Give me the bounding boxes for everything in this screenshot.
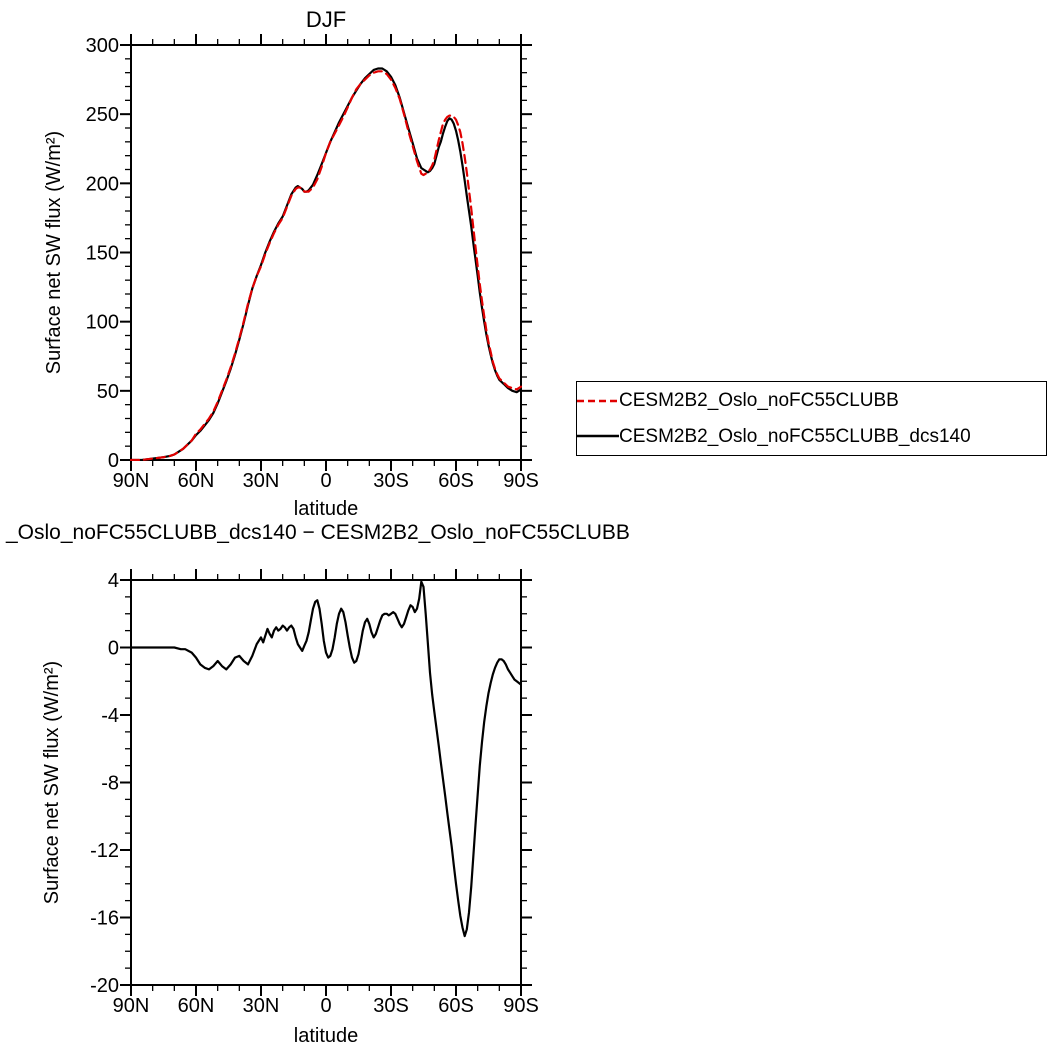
legend-line-black-solid bbox=[577, 435, 619, 438]
legend: CESM2B2_Oslo_noFC55CLUBB CESM2B2_Oslo_no… bbox=[576, 381, 1047, 456]
svg-text:90S: 90S bbox=[503, 995, 539, 1017]
svg-text:90N: 90N bbox=[113, 470, 150, 492]
svg-text:60S: 60S bbox=[438, 995, 474, 1017]
svg-text:200: 200 bbox=[86, 173, 119, 195]
legend-line-red-dashed bbox=[577, 399, 619, 402]
legend-label-nofc55clubb: CESM2B2_Oslo_noFC55CLUBB bbox=[619, 390, 899, 412]
svg-text:250: 250 bbox=[86, 104, 119, 126]
svg-text:100: 100 bbox=[86, 312, 119, 334]
svg-text:0: 0 bbox=[320, 995, 331, 1017]
svg-text:60N: 60N bbox=[178, 470, 215, 492]
svg-text:latitude: latitude bbox=[294, 1025, 359, 1047]
svg-text:0: 0 bbox=[108, 450, 119, 472]
difference-chart-title: _Oslo_noFC55CLUBB_dcs140 − CESM2B2_Oslo_… bbox=[6, 521, 630, 544]
svg-text:DJF: DJF bbox=[306, 7, 346, 32]
svg-text:30S: 30S bbox=[373, 995, 409, 1017]
svg-text:-12: -12 bbox=[90, 840, 119, 862]
difference-line-chart: 90N 60N 30N 0 30S 60S 90S 4 0 -4 -8 -12 -16 -20 latitu… bbox=[41, 569, 539, 1047]
svg-text:-16: -16 bbox=[90, 908, 119, 930]
legend-item-nofc55clubb: CESM2B2_Oslo_noFC55CLUBB bbox=[577, 384, 1046, 418]
svg-text:-4: -4 bbox=[101, 705, 119, 727]
svg-text:60N: 60N bbox=[178, 995, 215, 1017]
svg-text:-8: -8 bbox=[101, 773, 119, 795]
svg-text:latitude: latitude bbox=[294, 498, 359, 520]
svg-text:0: 0 bbox=[108, 638, 119, 660]
svg-text:50: 50 bbox=[97, 381, 119, 403]
svg-text:30N: 30N bbox=[243, 995, 280, 1017]
svg-text:Surface net SW flux (W/m²): Surface net SW flux (W/m²) bbox=[43, 131, 65, 374]
svg-text:0: 0 bbox=[320, 470, 331, 492]
svg-text:Surface net SW flux (W/m²): Surface net SW flux (W/m²) bbox=[41, 661, 63, 904]
svg-text:150: 150 bbox=[86, 243, 119, 265]
svg-text:4: 4 bbox=[108, 570, 119, 592]
legend-label-dcs140: CESM2B2_Oslo_noFC55CLUBB_dcs140 bbox=[619, 425, 971, 447]
djf-line-chart: 90N 60N 30N 0 30S 60S 90S 0 50 100 150 200 250 300 lat… bbox=[43, 7, 539, 520]
legend-item-dcs140: CESM2B2_Oslo_noFC55CLUBB_dcs140 bbox=[577, 419, 1046, 453]
svg-text:60S: 60S bbox=[438, 470, 474, 492]
svg-text:90S: 90S bbox=[503, 470, 539, 492]
svg-text:300: 300 bbox=[86, 35, 119, 57]
svg-text:30S: 30S bbox=[373, 470, 409, 492]
svg-text:30N: 30N bbox=[243, 470, 280, 492]
svg-text:90N: 90N bbox=[113, 995, 150, 1017]
svg-text:-20: -20 bbox=[90, 975, 119, 997]
